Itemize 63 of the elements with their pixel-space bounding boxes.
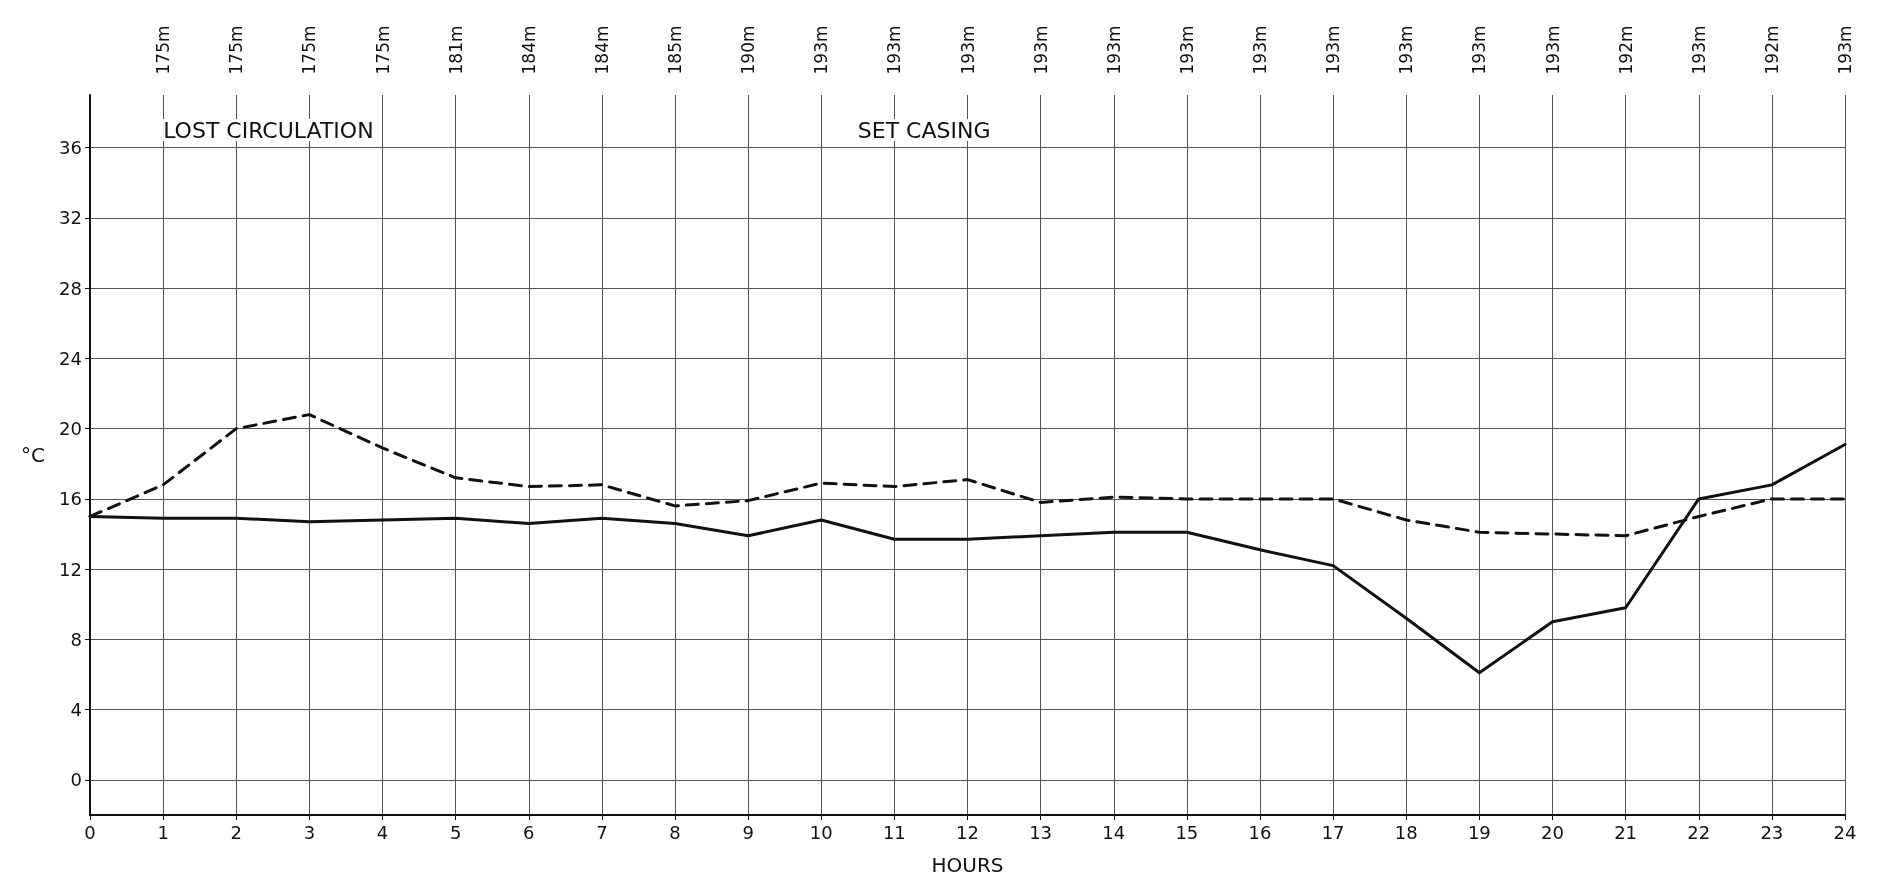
x-tick-label: 6	[523, 821, 535, 843]
y-tick-label: 20	[59, 418, 82, 440]
y-tick-label: 32	[59, 207, 82, 229]
x-tick-label: 1	[157, 821, 169, 843]
x-tick-label: 4	[376, 821, 389, 843]
x-tick-label: 16	[1248, 821, 1272, 843]
x-tick-label: 21	[1614, 821, 1638, 843]
x-tick-label: 18	[1394, 821, 1418, 843]
annotation: SET CASING	[857, 117, 991, 143]
y-tick-label: 36	[59, 137, 82, 159]
text: 181m	[445, 25, 466, 75]
x-tick-label: 10	[809, 821, 833, 843]
x-tick-label: 14	[1102, 821, 1126, 843]
text: 193m	[1176, 25, 1197, 75]
text: 192m	[1615, 25, 1636, 75]
y-tick-label: 28	[59, 277, 82, 299]
x-tick-label: 5	[449, 821, 462, 843]
text: 193m	[1323, 25, 1344, 75]
text: 193m	[1835, 25, 1855, 75]
y-tick-label: 8	[70, 628, 82, 650]
text: 193m	[811, 25, 832, 75]
text: 193m	[1103, 25, 1124, 75]
y-tick-label: 16	[59, 488, 82, 510]
text: 193m	[1542, 25, 1563, 75]
y-tick-label: 12	[59, 558, 82, 580]
x-tick-label: 11	[882, 821, 906, 843]
x-tick-label: 12	[956, 821, 979, 843]
x-tick-label: 9	[742, 821, 754, 843]
annotation: LOST CIRCULATION	[163, 117, 374, 143]
text: 193m	[1688, 25, 1709, 75]
text: 185m	[665, 25, 685, 75]
x-tick-label: 24	[1833, 821, 1857, 843]
y-tick-label: 4	[70, 699, 82, 721]
text: 175m	[372, 25, 393, 75]
text: 190m	[738, 25, 759, 75]
y-tick-label: 0	[70, 769, 82, 791]
x-tick-label: 13	[1029, 821, 1053, 843]
text: 193m	[884, 25, 905, 75]
x-tick-label: 23	[1760, 821, 1784, 843]
x-tick-label: 7	[596, 821, 608, 843]
text: 193m	[1469, 25, 1490, 75]
text: 193m	[1030, 25, 1051, 75]
text: 175m	[153, 25, 174, 75]
y-axis-title: °C	[21, 443, 45, 467]
x-tick-label: 22	[1687, 821, 1711, 843]
x-tick-label: 8	[669, 821, 681, 843]
text: 175m	[226, 25, 247, 75]
text: 175m	[299, 25, 320, 75]
x-tick-label: 19	[1467, 821, 1491, 843]
x-tick-label: 0	[84, 821, 96, 843]
x-tick-label: 15	[1175, 821, 1199, 843]
x-tick-label: 2	[230, 821, 242, 843]
text: 184m	[518, 25, 539, 75]
text: 193m	[957, 25, 978, 75]
text: 192m	[1761, 25, 1782, 75]
x-tick-label: 17	[1321, 821, 1345, 843]
y-tick-label: 24	[59, 347, 82, 369]
text: 193m	[1396, 25, 1417, 75]
x-tick-label: 20	[1541, 821, 1564, 843]
x-tick-label: 3	[303, 821, 316, 843]
x-axis-title: HOURS	[931, 853, 1004, 877]
text: 184m	[591, 25, 612, 75]
text: 193m	[1250, 25, 1270, 75]
